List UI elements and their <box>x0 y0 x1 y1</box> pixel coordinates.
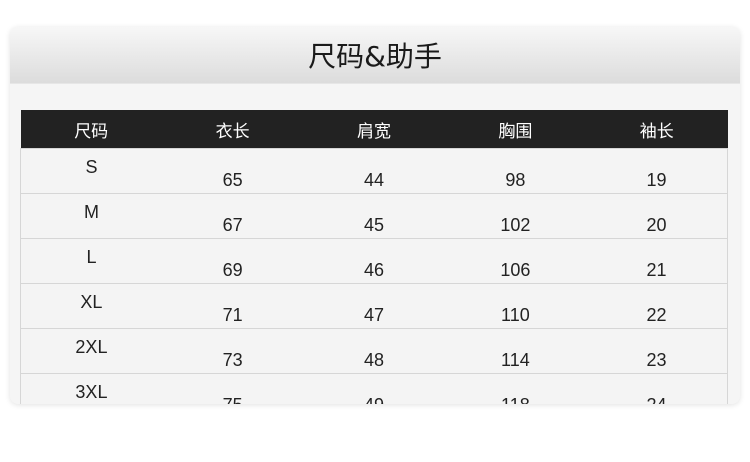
measurement-cell: 23 <box>586 328 729 374</box>
column-header: 袖长 <box>586 110 728 149</box>
measurement-cell: 67 <box>161 193 304 239</box>
measurement-cell: 21 <box>586 238 729 284</box>
measurement-cell: 48 <box>303 328 445 374</box>
measurement-cell: 114 <box>444 328 587 374</box>
table-row: S 65 44 98 19 <box>19 148 729 194</box>
size-table: 尺码 衣长 肩宽 胸围 袖长 S 65 44 98 19 M 67 45 102 20 L 69 46 106 21… <box>19 110 729 404</box>
page-title: 尺码&助手 <box>308 40 442 73</box>
table-row: 2XL 73 48 114 23 <box>19 328 729 374</box>
measurement-cell: 118 <box>444 373 587 404</box>
table-row: XL 71 47 110 22 <box>19 283 729 329</box>
measurement-cell: 65 <box>161 148 304 194</box>
measurement-cell: 24 <box>586 373 729 404</box>
measurement-cell: 44 <box>303 148 445 194</box>
measurement-cell: 102 <box>444 193 587 239</box>
measurement-cell: 20 <box>586 193 729 239</box>
measurement-cell: 45 <box>303 193 445 239</box>
measurement-cell: 73 <box>161 328 304 374</box>
column-header: 肩宽 <box>303 110 445 149</box>
measurement-cell: 71 <box>161 283 304 329</box>
table-row: M 67 45 102 20 <box>19 193 729 239</box>
size-cell: XL <box>19 283 162 329</box>
column-header: 胸围 <box>444 110 587 149</box>
table-header-row: 尺码 衣长 肩宽 胸围 袖长 <box>20 110 728 149</box>
measurement-cell: 49 <box>303 373 445 404</box>
measurement-cell: 98 <box>444 148 587 194</box>
measurement-cell: 19 <box>586 148 729 194</box>
measurement-cell: 110 <box>444 283 587 329</box>
measurement-cell: 69 <box>161 238 304 284</box>
measurement-cell: 46 <box>303 238 445 284</box>
measurement-cell: 75 <box>161 373 304 404</box>
size-cell: L <box>19 238 162 284</box>
table-row: 3XL754911824 <box>19 373 729 404</box>
column-header: 衣长 <box>161 110 304 149</box>
measurement-cell: 47 <box>303 283 445 329</box>
table-row: L 69 46 106 21 <box>19 238 729 284</box>
size-cell: 3XL <box>19 373 162 404</box>
measurement-cell: 22 <box>586 283 729 329</box>
size-chart-card: 尺码&助手 尺码 衣长 肩宽 胸围 袖长 S 65 44 98 19 M 67 45 102 20 L 69 4… <box>10 27 740 404</box>
header-band: 尺码&助手 <box>10 27 740 84</box>
size-cell: M <box>19 193 162 239</box>
measurement-cell: 106 <box>444 238 587 284</box>
column-header: 尺码 <box>20 110 162 149</box>
size-cell: S <box>19 148 162 194</box>
size-cell: 2XL <box>19 328 162 374</box>
